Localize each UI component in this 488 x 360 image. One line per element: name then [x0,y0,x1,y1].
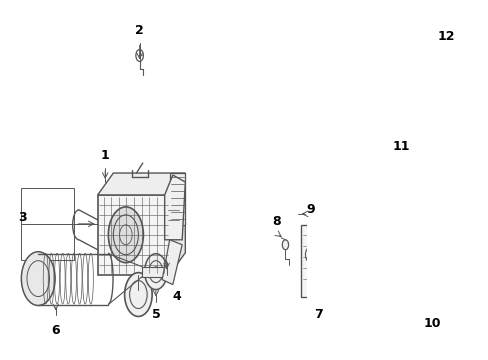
Polygon shape [98,195,169,275]
Polygon shape [142,267,169,276]
Circle shape [21,252,55,306]
Text: 6: 6 [51,324,60,337]
Bar [301,225,333,297]
Text: 8: 8 [271,215,280,228]
Circle shape [282,240,288,250]
Polygon shape [402,55,412,120]
Polygon shape [164,175,185,240]
Polygon shape [412,55,444,165]
Text: 2: 2 [135,23,143,37]
Polygon shape [98,173,185,195]
Text: 11: 11 [392,140,409,153]
Text: 4: 4 [172,289,181,302]
Text: 7: 7 [314,307,323,320]
Text: 1: 1 [101,149,109,162]
Circle shape [108,207,143,263]
Circle shape [144,254,167,289]
Polygon shape [399,195,452,305]
Polygon shape [419,175,430,240]
Polygon shape [406,305,443,324]
Text: 3: 3 [18,211,27,224]
Polygon shape [390,195,399,305]
Text: 9: 9 [305,203,314,216]
Polygon shape [169,173,185,225]
Text: 5: 5 [151,307,160,320]
Polygon shape [169,173,185,275]
Bar [385,165,419,250]
Bar [20,188,74,260]
Circle shape [414,102,437,138]
Text: 12: 12 [437,30,454,42]
Polygon shape [444,55,452,110]
Text: 10: 10 [423,318,440,330]
Circle shape [124,273,152,316]
Circle shape [392,188,401,202]
Polygon shape [162,240,182,285]
